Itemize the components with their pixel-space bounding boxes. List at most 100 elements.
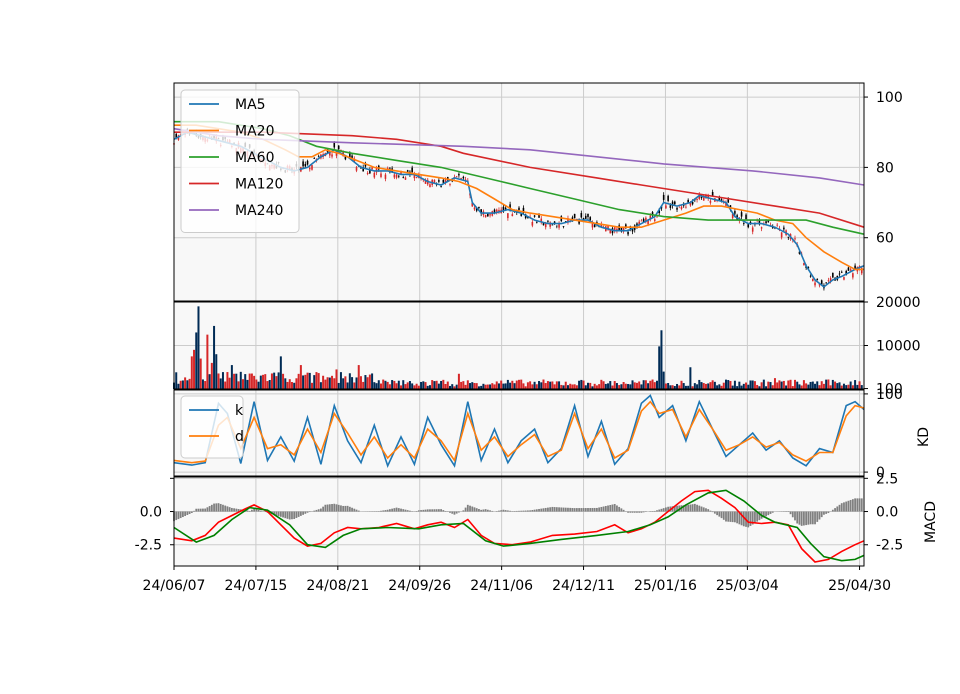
volume-bar — [351, 377, 353, 389]
volume-bar — [658, 346, 660, 389]
macd-hist-bar — [703, 507, 705, 511]
macd-hist-bar — [799, 512, 801, 525]
volume-bar — [393, 381, 395, 389]
macd-hist-bar — [794, 512, 796, 521]
candle-body — [685, 207, 687, 208]
macd-hist-bar — [255, 509, 257, 511]
candle-body — [574, 214, 576, 219]
volume-bar — [587, 383, 589, 389]
macd-hist-bar — [805, 512, 807, 526]
volume-bar — [850, 382, 852, 389]
macd-hist-bar — [689, 505, 691, 512]
candle-body — [398, 176, 400, 177]
macd-hist-bar — [233, 508, 235, 511]
volume-bar — [280, 356, 282, 389]
volume-bar — [253, 376, 255, 389]
volume-bar — [447, 382, 449, 389]
candle-body — [581, 213, 583, 217]
candle-body — [485, 215, 487, 217]
volume-bar — [729, 381, 731, 389]
volume-bar — [818, 385, 820, 389]
volume-bar — [689, 367, 691, 389]
volume-bar — [776, 382, 778, 389]
volume-bar — [467, 380, 469, 389]
volume-bar — [445, 384, 447, 389]
macd-hist-bar — [714, 512, 716, 514]
volume-bar — [409, 381, 411, 389]
volume-bar — [249, 374, 251, 389]
volume-bar — [206, 335, 208, 389]
macd-hist-bar — [538, 509, 540, 512]
candle-body — [585, 216, 587, 219]
macd-hist-bar — [754, 512, 756, 524]
volume-bar — [772, 385, 774, 389]
macd-hist-bar — [489, 510, 491, 511]
volume-bar — [574, 384, 576, 389]
candle-body — [478, 207, 480, 208]
volume-bar — [585, 385, 587, 389]
volume-bar — [307, 373, 309, 389]
macd-hist-bar — [478, 509, 480, 512]
macd-hist-bar — [356, 510, 358, 512]
macd-hist-bar — [792, 512, 794, 518]
legend-label-d: d — [235, 429, 244, 445]
legend-label-ma5: MA5 — [235, 97, 266, 113]
macd-hist-bar — [418, 510, 420, 511]
macd-hist-bar — [409, 511, 411, 512]
macd-hist-bar — [732, 512, 734, 523]
volume-bar — [507, 380, 509, 389]
macd-right-tick-label: 0.0 — [876, 505, 898, 521]
macd-hist-bar — [730, 512, 732, 522]
volume-bar — [349, 373, 351, 389]
macd-hist-bar — [398, 508, 400, 511]
volume-bar — [563, 385, 565, 389]
candle-body — [518, 208, 520, 210]
price-y-tick-label: 100 — [876, 90, 903, 106]
volume-bar — [669, 385, 671, 389]
macd-hist-bar — [289, 512, 291, 520]
volume-bar — [816, 381, 818, 389]
volume-bar — [462, 381, 464, 389]
volume-bar — [596, 385, 598, 389]
macd-hist-bar — [592, 508, 594, 512]
volume-bar — [244, 374, 246, 389]
volume-bar — [554, 384, 556, 389]
x-tick-label: 24/07/15 — [224, 578, 287, 594]
macd-hist-bar — [324, 505, 326, 512]
macd-hist-bar — [520, 511, 522, 512]
candle-body — [313, 158, 315, 159]
macd-hist-bar — [396, 508, 398, 512]
volume-bar — [823, 384, 825, 389]
macd-hist-bar — [638, 512, 640, 513]
macd-hist-bar — [600, 507, 602, 512]
volume-bar — [438, 384, 440, 389]
volume-bar — [186, 380, 188, 389]
macd-hist-bar — [198, 509, 200, 512]
macd-hist-bar — [485, 509, 487, 511]
volume-bar — [327, 377, 329, 389]
volume-bar — [489, 384, 491, 389]
macd-hist-bar — [200, 509, 202, 512]
volume-bar — [338, 383, 340, 389]
candle-body — [305, 164, 307, 166]
volume-bar — [382, 380, 384, 389]
macd-hist-bar — [211, 505, 213, 512]
volume-bar — [442, 380, 444, 389]
macd-hist-bar — [186, 512, 188, 515]
macd-hist-bar — [440, 509, 442, 511]
volume-bar — [200, 359, 202, 389]
volume-bar — [516, 381, 518, 389]
macd-hist-bar — [487, 510, 489, 512]
candle-body — [656, 217, 658, 218]
volume-bar — [725, 380, 727, 389]
macd-hist-bar — [814, 512, 816, 525]
volume-bar — [743, 384, 745, 389]
volume-bar — [373, 382, 375, 389]
volume-bar — [594, 384, 596, 389]
volume-bar — [396, 383, 398, 389]
volume-bar — [663, 372, 665, 389]
macd-hist-bar — [278, 512, 280, 517]
volume-bar — [251, 374, 253, 389]
volume-bar — [534, 382, 536, 389]
volume-bar — [371, 373, 373, 389]
